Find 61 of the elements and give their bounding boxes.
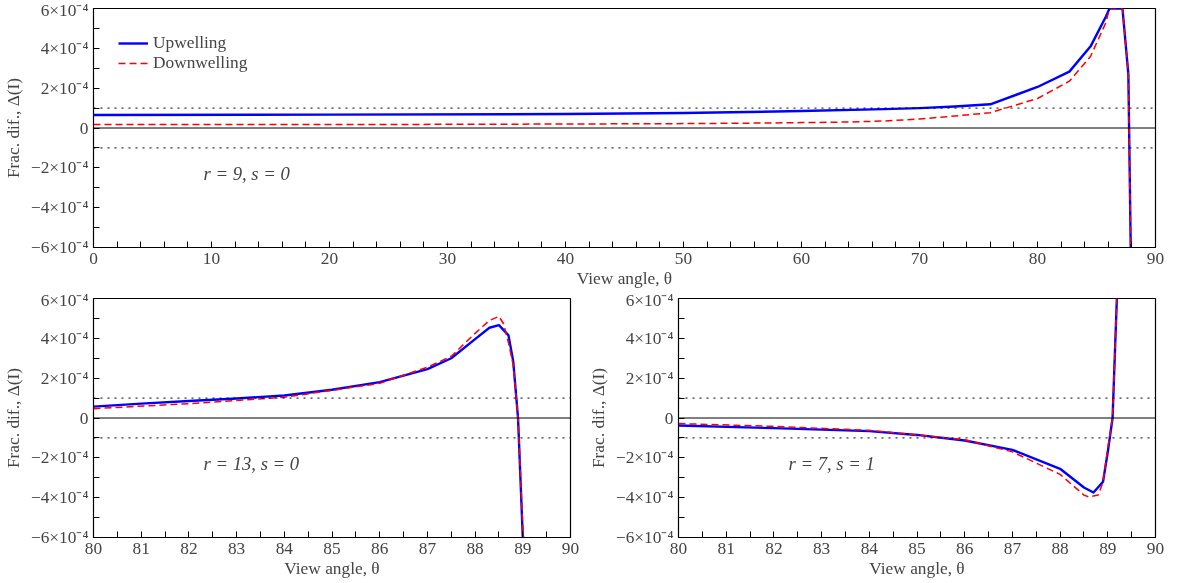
x-tick-label: 86: [371, 538, 389, 558]
y-tick-label: 6×10⁻⁴: [40, 290, 89, 310]
y-tick-label: −4×10⁻⁴: [30, 198, 89, 218]
x-tick-label: 82: [180, 538, 198, 558]
y-tick-label: −2×10⁻⁴: [615, 448, 674, 468]
x-tick-label: 88: [466, 538, 484, 558]
y-tick-label: 6×10⁻⁴: [625, 290, 674, 310]
y-tick-label: 4×10⁻⁴: [625, 328, 674, 348]
x-tick-label: 84: [860, 538, 879, 558]
y-tick-label: 4×10⁻⁴: [40, 38, 89, 58]
x-tick-label: 89: [1099, 538, 1117, 558]
y-tick-label: 4×10⁻⁴: [40, 328, 89, 348]
y-tick-label: −2×10⁻⁴: [30, 158, 89, 178]
annotation: r = 7, s = 1: [788, 452, 875, 474]
x-tick-label: 90: [1146, 538, 1165, 558]
x-tick-label: 60: [792, 248, 811, 268]
x-tick-label: 70: [910, 248, 929, 268]
x-tick-label: 90: [1146, 248, 1165, 268]
y-axis-title: Frac. dif., Δ(I): [3, 367, 23, 469]
y-tick-label: 0: [79, 118, 89, 138]
annotation: r = 13, s = 0: [203, 452, 300, 474]
y-tick-label: 0: [79, 408, 89, 428]
x-tick-label: 80: [84, 538, 103, 558]
x-tick-label: 84: [275, 538, 294, 558]
x-tick-label: 86: [956, 538, 974, 558]
x-tick-label: 20: [320, 248, 339, 268]
x-axis-title: View angle, θ: [284, 558, 380, 578]
x-tick-label: 88: [1051, 538, 1069, 558]
x-tick-label: 85: [908, 538, 926, 558]
y-tick-label: 2×10⁻⁴: [40, 78, 89, 98]
annotation: r = 9, s = 0: [203, 162, 291, 184]
x-tick-label: 81: [717, 538, 735, 558]
y-tick-label: 6×10⁻⁴: [40, 0, 89, 20]
x-axis-title: View angle, θ: [576, 268, 673, 288]
y-tick-label: 2×10⁻⁴: [40, 368, 89, 388]
x-tick-label: 30: [438, 248, 457, 268]
y-tick-label: −6×10⁻⁴: [30, 238, 89, 257]
x-tick-label: 81: [132, 538, 150, 558]
y-tick-label: 0: [664, 408, 674, 428]
y-tick-label: 2×10⁻⁴: [625, 368, 674, 388]
legend-label: Upwelling: [153, 33, 227, 53]
x-tick-label: 89: [514, 538, 532, 558]
x-tick-label: 83: [227, 538, 246, 558]
y-axis-title: Frac. dif., Δ(I): [3, 77, 23, 179]
x-tick-label: 90: [561, 538, 580, 558]
x-tick-label: 10: [202, 248, 221, 268]
x-tick-label: 87: [418, 538, 437, 558]
y-tick-label: −4×10⁻⁴: [30, 488, 89, 508]
y-tick-label: −4×10⁻⁴: [615, 488, 674, 508]
y-tick-label: −2×10⁻⁴: [30, 448, 89, 468]
x-tick-label: 83: [812, 538, 831, 558]
x-tick-label: 50: [674, 248, 693, 268]
x-tick-label: 80: [669, 538, 688, 558]
x-tick-label: 85: [323, 538, 341, 558]
x-tick-label: 40: [556, 248, 575, 268]
x-tick-label: 80: [1028, 248, 1047, 268]
x-tick-label: 87: [1003, 538, 1022, 558]
legend-label: Downwelling: [153, 53, 248, 73]
x-axis-title: View angle, θ: [869, 558, 965, 578]
x-tick-label: 82: [765, 538, 783, 558]
y-axis-title: Frac. dif., Δ(I): [588, 367, 608, 469]
